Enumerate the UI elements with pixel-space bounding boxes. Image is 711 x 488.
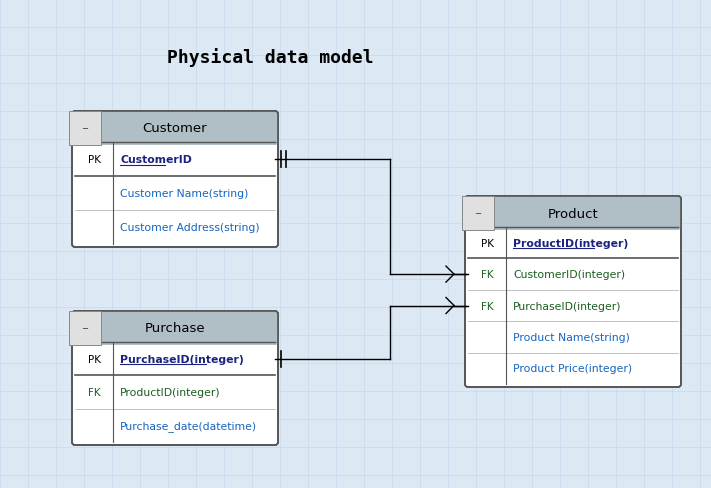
Text: CustomerID(integer): CustomerID(integer) (513, 269, 625, 280)
Text: −: − (82, 124, 88, 133)
Text: FK: FK (481, 301, 493, 311)
FancyBboxPatch shape (72, 112, 278, 146)
Text: Customer Address(string): Customer Address(string) (120, 223, 260, 232)
FancyBboxPatch shape (465, 197, 681, 230)
FancyBboxPatch shape (465, 197, 681, 387)
Text: Product: Product (547, 207, 599, 220)
Text: PK: PK (87, 354, 100, 364)
Text: PurchaseID(integer): PurchaseID(integer) (513, 301, 621, 311)
Text: Purchase_date(datetime): Purchase_date(datetime) (120, 420, 257, 431)
Text: FK: FK (481, 269, 493, 280)
FancyBboxPatch shape (72, 311, 278, 346)
Text: Purchase: Purchase (144, 322, 205, 335)
Text: PK: PK (87, 155, 100, 164)
Text: Product Price(integer): Product Price(integer) (513, 364, 632, 373)
Text: ProductID(integer): ProductID(integer) (513, 238, 629, 248)
FancyBboxPatch shape (72, 112, 278, 247)
Text: Customer: Customer (143, 122, 208, 135)
Text: PurchaseID(integer): PurchaseID(integer) (120, 354, 244, 364)
Text: ProductID(integer): ProductID(integer) (120, 387, 220, 397)
Text: Physical data model: Physical data model (166, 48, 373, 67)
Text: −: − (82, 324, 88, 333)
Text: Customer Name(string): Customer Name(string) (120, 189, 248, 199)
Text: FK: FK (87, 387, 100, 397)
Text: Product Name(string): Product Name(string) (513, 332, 630, 342)
Text: PK: PK (481, 238, 493, 248)
FancyBboxPatch shape (72, 311, 278, 445)
Text: −: − (474, 209, 481, 218)
Text: CustomerID: CustomerID (120, 155, 192, 164)
